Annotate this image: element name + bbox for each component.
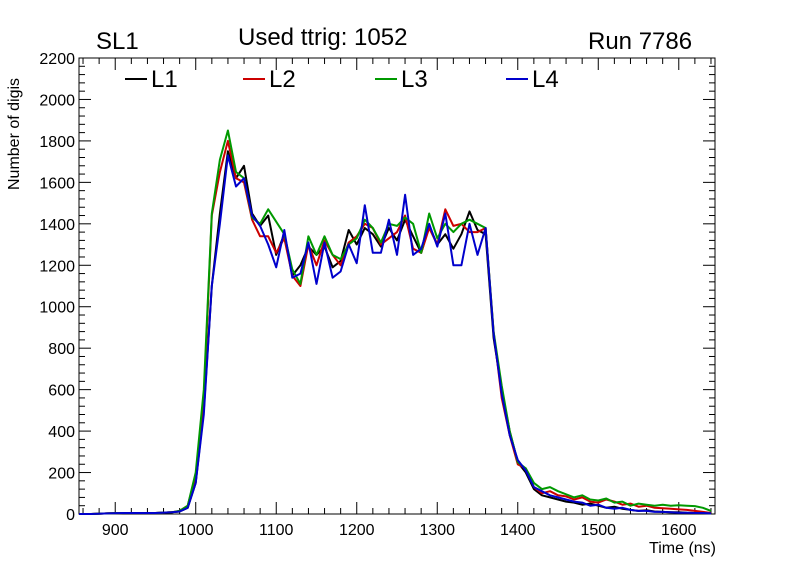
y-tick-label: 1400 [39, 217, 75, 234]
legend: L1 L2 L3 L4 [125, 66, 559, 93]
series-line-l1 [79, 150, 712, 515]
x-tick-label: 900 [102, 522, 129, 539]
series-line-l4 [79, 154, 712, 515]
y-tick-label: 200 [48, 466, 75, 483]
x-tick-label: 1200 [339, 522, 375, 539]
y-tick-label: 800 [48, 341, 75, 358]
y-tick-label: 2000 [39, 92, 75, 109]
y-tick-label: 0 [66, 507, 75, 524]
plot-frame [78, 57, 716, 515]
x-tick-label: 1000 [178, 522, 214, 539]
y-axis: 0 200 400 600 800 1000 1200 1400 1600 1800 2000 220… [39, 51, 715, 524]
legend-label-l4: L4 [532, 66, 559, 93]
x-axis-label: Time (ns) [649, 540, 716, 557]
y-tick-label: 400 [48, 424, 75, 441]
y-tick-label: 1200 [39, 258, 75, 275]
trigger-label: Used ttrig: 1052 [238, 24, 408, 51]
y-tick-label: 1800 [39, 134, 75, 151]
x-axis: 900 1000 1100 1200 1300 1400 1500 1600 [82, 58, 712, 539]
x-tick-label: 1300 [419, 522, 455, 539]
series-line-l2 [79, 139, 712, 515]
y-tick-label: 600 [48, 383, 75, 400]
x-tick-label: 1400 [500, 522, 536, 539]
y-tick-label: 2200 [39, 51, 75, 68]
legend-label-l1: L1 [151, 66, 178, 93]
y-axis-label: Number of digis [6, 78, 23, 190]
superlayer-label: SL1 [96, 28, 139, 55]
y-tick-label: 1000 [39, 300, 75, 317]
run-label: Run 7786 [588, 28, 693, 55]
series-line-l3 [79, 129, 712, 515]
y-tick-label: 1600 [39, 175, 75, 192]
x-tick-label: 1600 [661, 522, 697, 539]
x-tick-label: 1500 [580, 522, 616, 539]
series-lines [79, 129, 712, 515]
legend-label-l2: L2 [269, 66, 296, 93]
x-tick-label: 1100 [259, 522, 294, 539]
legend-label-l3: L3 [401, 66, 428, 93]
